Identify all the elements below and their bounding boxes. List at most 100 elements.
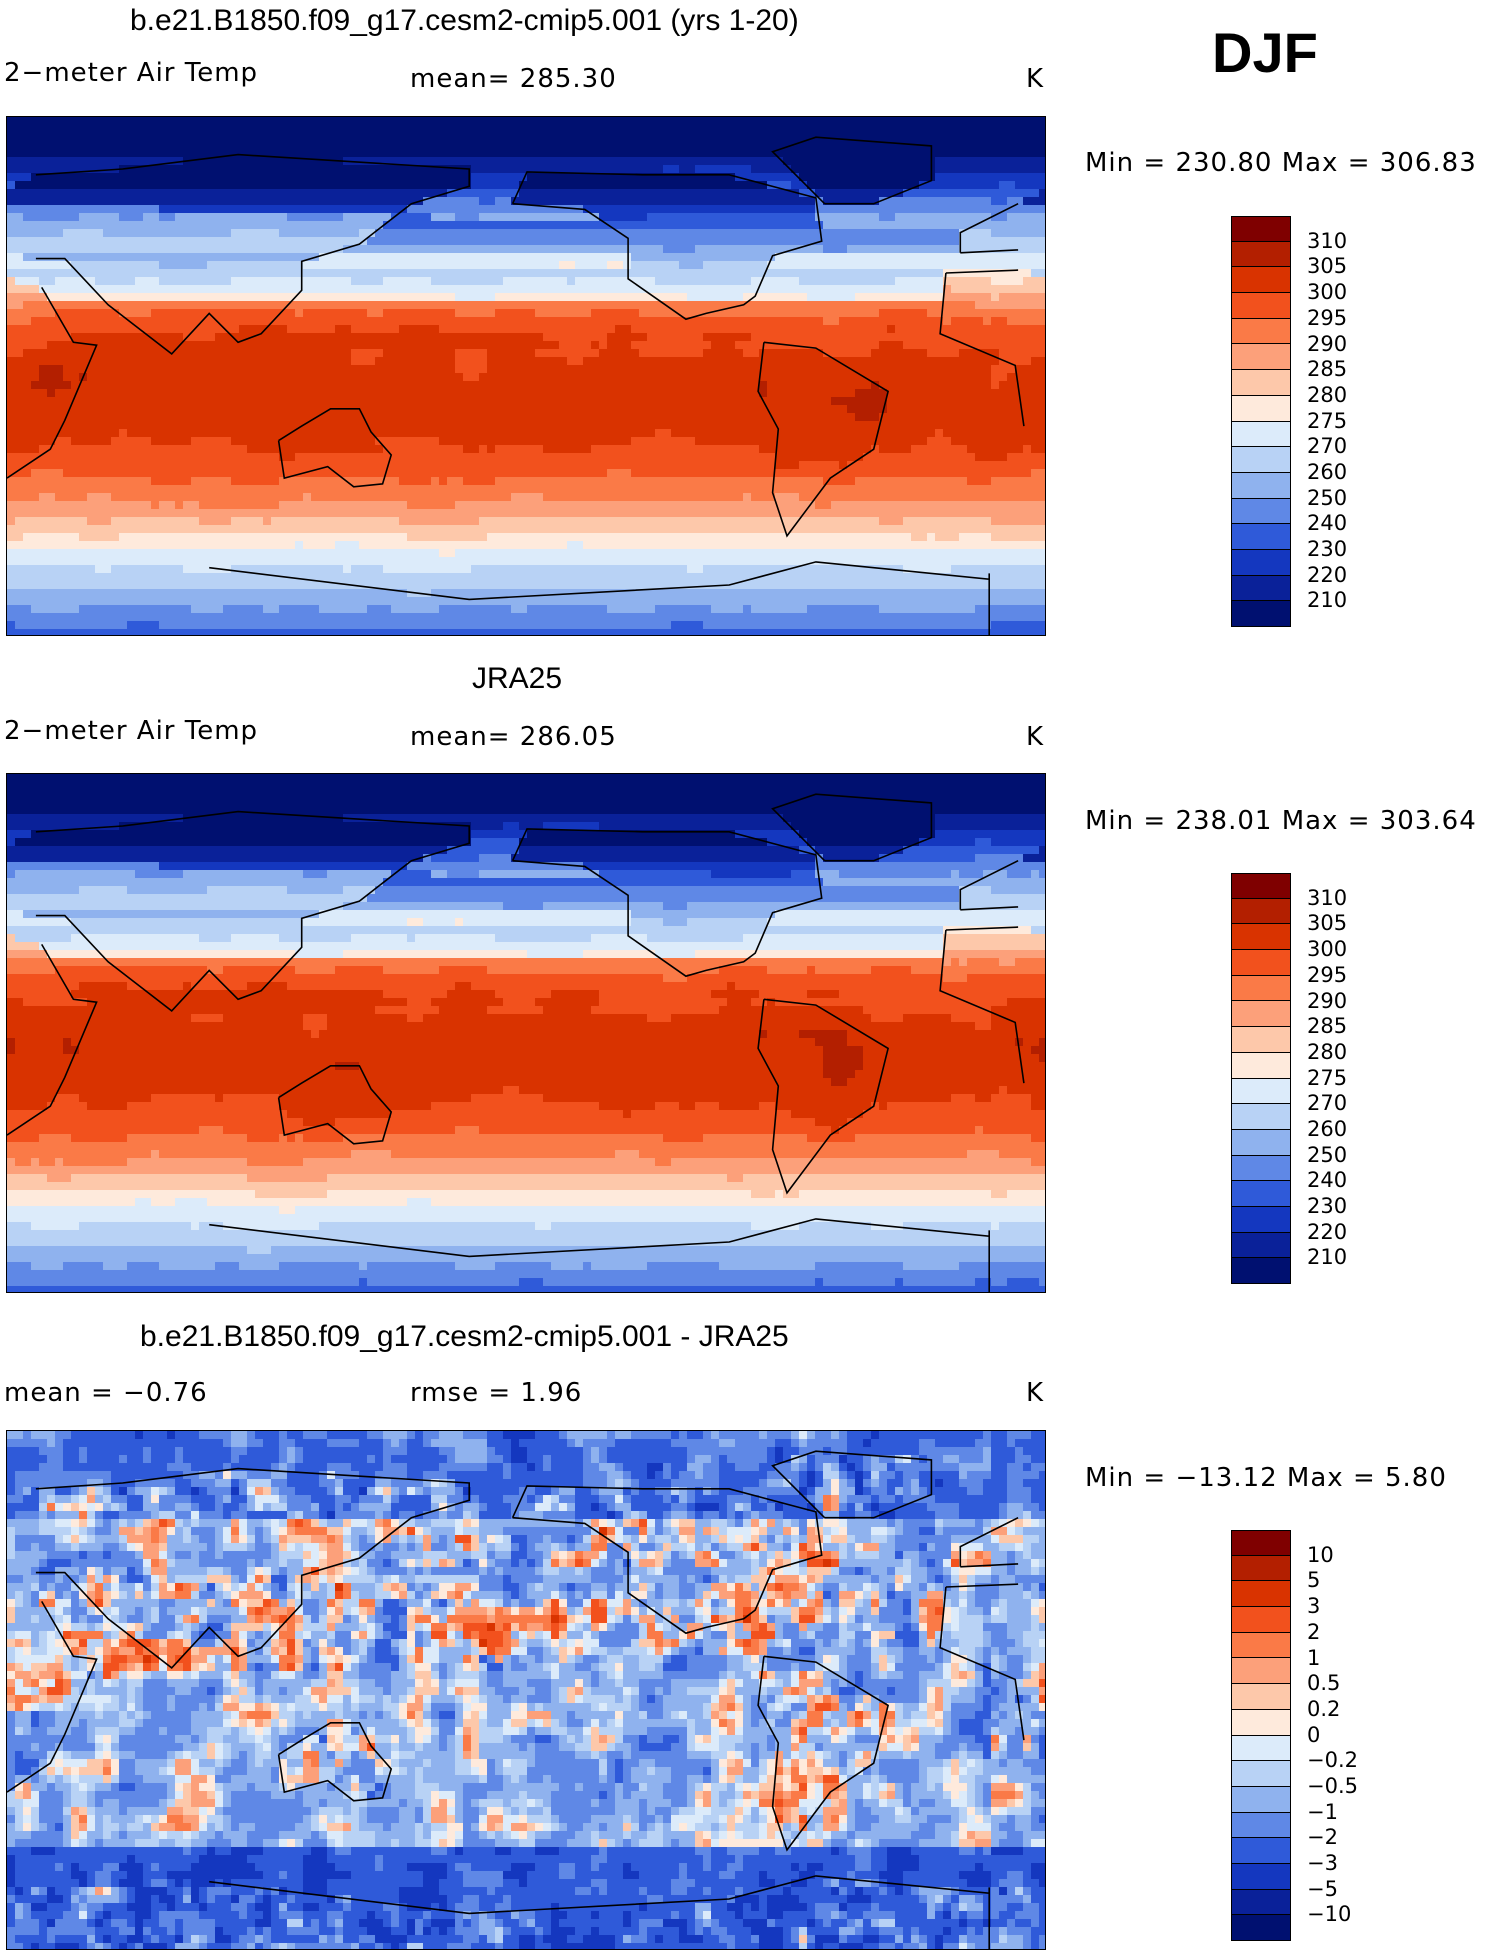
panel-2-colorbar xyxy=(1231,873,1291,1284)
panel-2-map xyxy=(6,773,1046,1293)
colorbar-tick-label: 280 xyxy=(1307,383,1417,409)
colorbar-swatch xyxy=(1231,1232,1291,1259)
coastline xyxy=(35,1467,1019,1669)
colorbar-swatch xyxy=(1231,1812,1291,1839)
colorbar-swatch xyxy=(1231,549,1291,576)
coastline xyxy=(7,269,1025,479)
panel-1-map xyxy=(6,116,1046,636)
panel-1-colorbar xyxy=(1231,216,1291,627)
panel-1-minmax: Min = 230.80 Max = 306.83 xyxy=(1085,148,1477,178)
colorbar-swatch xyxy=(1231,216,1291,242)
panel-1-variable-label: 2−meter Air Temp xyxy=(4,58,258,88)
coastline xyxy=(277,1722,393,1802)
colorbar-swatch xyxy=(1231,1735,1291,1762)
colorbar-tick-label: 295 xyxy=(1307,963,1417,989)
colorbar-tick-label: 300 xyxy=(1307,280,1417,306)
colorbar-tick-label: 260 xyxy=(1307,460,1417,486)
panel-1-contour-field xyxy=(7,117,1045,635)
colorbar-tick-label: 2 xyxy=(1307,1620,1417,1646)
panel-3-units-label: K xyxy=(1026,1378,1044,1408)
colorbar-tick-label: 250 xyxy=(1307,486,1417,512)
colorbar-swatch xyxy=(1231,1863,1291,1890)
panel-3-map xyxy=(6,1430,1046,1950)
colorbar-tick-label: 290 xyxy=(1307,332,1417,358)
colorbar-tick-label: 220 xyxy=(1307,1220,1417,1246)
colorbar-swatch xyxy=(1231,1129,1291,1156)
colorbar-swatch xyxy=(1231,1761,1291,1787)
colorbar-swatch xyxy=(1231,293,1291,319)
colorbar-swatch xyxy=(1231,1581,1291,1608)
colorbar-swatch xyxy=(1231,1684,1291,1710)
colorbar-tick-label: 270 xyxy=(1307,434,1417,460)
colorbar-tick-label: 240 xyxy=(1307,511,1417,537)
coastline xyxy=(771,1450,933,1519)
panel-2-units-label: K xyxy=(1026,722,1044,752)
colorbar-swatch xyxy=(1231,1001,1291,1028)
panel-1-title: b.e21.B1850.f09_g17.cesm2-cmip5.001 (yrs… xyxy=(130,4,799,38)
colorbar-swatch xyxy=(1231,1607,1291,1633)
panel-2-variable-label: 2−meter Air Temp xyxy=(4,716,258,746)
coastline xyxy=(35,153,1019,355)
colorbar-swatch xyxy=(1231,472,1291,499)
panel-1-colorbar-labels: 310 305 300 295 290 285 280 275 270 260 250 240 230 2… xyxy=(1307,216,1417,613)
colorbar-swatch xyxy=(1231,395,1291,422)
coastline xyxy=(511,828,823,978)
panel-1-units-label: K xyxy=(1026,64,1044,94)
coastline xyxy=(7,926,1025,1136)
colorbar-tick-label: 0.2 xyxy=(1307,1697,1417,1723)
colorbar-tick-label: 230 xyxy=(1307,1194,1417,1220)
season-label: DJF xyxy=(1212,20,1318,85)
colorbar-swatch xyxy=(1231,421,1291,448)
coastline xyxy=(757,1655,890,1852)
coastline xyxy=(35,810,1019,1012)
colorbar-tick-label: 285 xyxy=(1307,1014,1417,1040)
panel-3-colorbar-labels: 10 5 3 2 1 0.5 0.2 0 −0.2 −0.5 −1 −2 −3 −5 −10 xyxy=(1307,1530,1417,1927)
colorbar-swatch xyxy=(1231,1786,1291,1813)
colorbar-tick-label: −10 xyxy=(1307,1902,1417,1928)
panel-3-mean-label: mean = −0.76 xyxy=(4,1378,208,1408)
colorbar-tick-label: −1 xyxy=(1307,1800,1417,1826)
colorbar-swatch xyxy=(1231,873,1291,899)
colorbar-swatch xyxy=(1231,344,1291,371)
colorbar-tick-label: 295 xyxy=(1307,306,1417,332)
colorbar-tick-label: −3 xyxy=(1307,1851,1417,1877)
colorbar-tick-label: 275 xyxy=(1307,1066,1417,1092)
colorbar-tick-label: 300 xyxy=(1307,937,1417,963)
panel-2-colorbar-labels: 310 305 300 295 290 285 280 275 270 260 250 240 230 2… xyxy=(1307,873,1417,1270)
panel-1-mean-label: mean= 285.30 xyxy=(410,64,617,94)
panel-3-rmse-label: rmse = 1.96 xyxy=(410,1378,582,1408)
colorbar-swatch xyxy=(1231,1889,1291,1916)
colorbar-swatch xyxy=(1231,1838,1291,1864)
panel-3-contour-field xyxy=(7,1431,1045,1949)
coastline xyxy=(209,1218,990,1292)
colorbar-swatch xyxy=(1231,1027,1291,1053)
panel-2-contour-field xyxy=(7,774,1045,1292)
colorbar-swatch xyxy=(1231,1052,1291,1079)
colorbar-swatch xyxy=(1231,241,1291,268)
colorbar-swatch xyxy=(1231,1632,1291,1659)
coastline xyxy=(209,561,990,635)
colorbar-swatch xyxy=(1231,1530,1291,1556)
colorbar-swatch xyxy=(1231,898,1291,925)
colorbar-swatch xyxy=(1231,950,1291,976)
colorbar-tick-label: 1 xyxy=(1307,1646,1417,1672)
colorbar-swatch xyxy=(1231,524,1291,550)
colorbar-swatch xyxy=(1231,1258,1291,1284)
colorbar-swatch xyxy=(1231,498,1291,525)
colorbar-tick-label: 210 xyxy=(1307,1245,1417,1271)
colorbar-swatch xyxy=(1231,575,1291,602)
colorbar-tick-label: −0.5 xyxy=(1307,1774,1417,1800)
colorbar-tick-label: 275 xyxy=(1307,409,1417,435)
colorbar-tick-label: 285 xyxy=(1307,357,1417,383)
colorbar-tick-label: 310 xyxy=(1307,886,1417,912)
colorbar-tick-label: 230 xyxy=(1307,537,1417,563)
colorbar-swatch xyxy=(1231,447,1291,473)
colorbar-swatch xyxy=(1231,1915,1291,1941)
colorbar-swatch xyxy=(1231,267,1291,294)
colorbar-swatch xyxy=(1231,601,1291,627)
colorbar-tick-label: 310 xyxy=(1307,229,1417,255)
panel-3-minmax: Min = −13.12 Max = 5.80 xyxy=(1085,1463,1447,1493)
coastline xyxy=(757,341,890,538)
colorbar-tick-label: 0.5 xyxy=(1307,1671,1417,1697)
coastline xyxy=(771,136,933,205)
